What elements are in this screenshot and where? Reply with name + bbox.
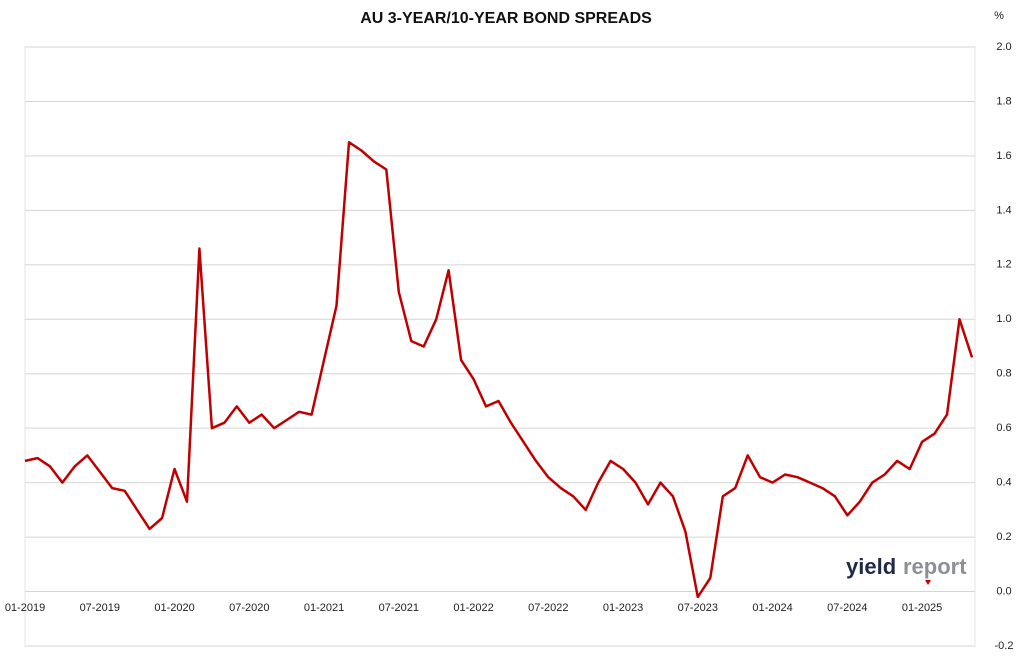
y-tick-label: -0.2 bbox=[995, 640, 1014, 652]
x-tick-label: 07-2023 bbox=[678, 602, 718, 614]
x-tick-label: 07-2020 bbox=[229, 602, 269, 614]
y-tick-label: 1.4 bbox=[996, 204, 1011, 216]
y-tick-label: 1.6 bbox=[996, 150, 1011, 162]
logo-mark bbox=[925, 580, 931, 585]
y-tick-label: 0.4 bbox=[996, 477, 1011, 489]
logo-part2: report bbox=[903, 554, 967, 579]
y-tick-label: 0.2 bbox=[996, 531, 1011, 543]
x-tick-label: 07-2024 bbox=[827, 602, 867, 614]
x-tick-label: 01-2021 bbox=[304, 602, 344, 614]
chart-title: AU 3-YEAR/10-YEAR BOND SPREADS bbox=[360, 10, 652, 27]
y-tick-label: 0.8 bbox=[996, 368, 1011, 380]
x-tick-label: 01-2025 bbox=[902, 602, 942, 614]
x-tick-label: 01-2024 bbox=[752, 602, 792, 614]
x-tick-label: 01-2020 bbox=[154, 602, 194, 614]
y-tick-label: 1.0 bbox=[996, 313, 1011, 325]
y-tick-label: 1.8 bbox=[996, 95, 1011, 107]
y-tick-label: 2.0 bbox=[996, 41, 1011, 53]
x-tick-label: 01-2022 bbox=[453, 602, 493, 614]
logo-part1: yield bbox=[846, 554, 896, 579]
x-tick-label: 07-2019 bbox=[80, 602, 120, 614]
y-tick-label: 0.0 bbox=[996, 585, 1011, 597]
data-line bbox=[24, 141, 974, 599]
x-tick-label: 07-2022 bbox=[528, 602, 568, 614]
y-unit: % bbox=[994, 10, 1004, 22]
logo: yield report bbox=[846, 554, 967, 585]
x-tick-label: 01-2019 bbox=[5, 602, 45, 614]
plot-frame bbox=[24, 46, 976, 647]
y-tick-label: 0.6 bbox=[996, 422, 1011, 434]
x-tick-label: 01-2023 bbox=[603, 602, 643, 614]
x-tick-label: 07-2021 bbox=[379, 602, 419, 614]
y-tick-label: 1.2 bbox=[996, 259, 1011, 271]
